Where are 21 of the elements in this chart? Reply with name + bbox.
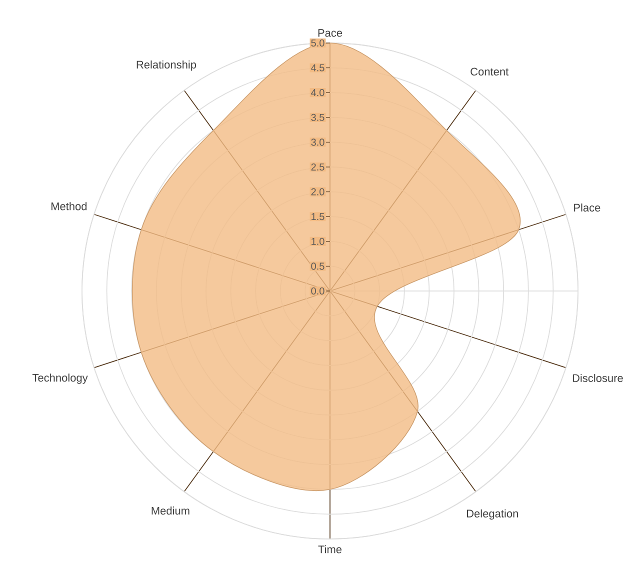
- spoke-label: Time: [318, 545, 342, 554]
- y-tick-label: 0.5: [311, 262, 324, 270]
- y-tick-label: 1.5: [312, 213, 324, 220]
- spoke-label: Place: [574, 203, 600, 212]
- y-tick-label: 3.0: [311, 138, 324, 146]
- y-tick-label: 0.0: [311, 287, 324, 295]
- y-tick-label: 2.5: [311, 163, 324, 171]
- y-tick-label: 4.5: [311, 64, 324, 72]
- y-tick-label: 3.5: [311, 114, 324, 121]
- spoke-label: Relationship: [136, 60, 196, 71]
- y-tick-label: 2.0: [311, 188, 324, 196]
- y-tick-label: 1.0: [312, 238, 324, 245]
- spoke-label: Content: [470, 68, 509, 76]
- spoke-label: Delegation: [466, 509, 518, 520]
- spoke-label: Method: [51, 202, 87, 210]
- spoke-label: Medium: [152, 506, 190, 515]
- y-tick-label: 5.0: [311, 39, 324, 47]
- y-tick-label: 4.0: [311, 89, 324, 96]
- spoke-label: Technology: [32, 374, 88, 384]
- spoke-label: Pace: [318, 29, 342, 37]
- spoke-label: Disclosure: [572, 374, 623, 382]
